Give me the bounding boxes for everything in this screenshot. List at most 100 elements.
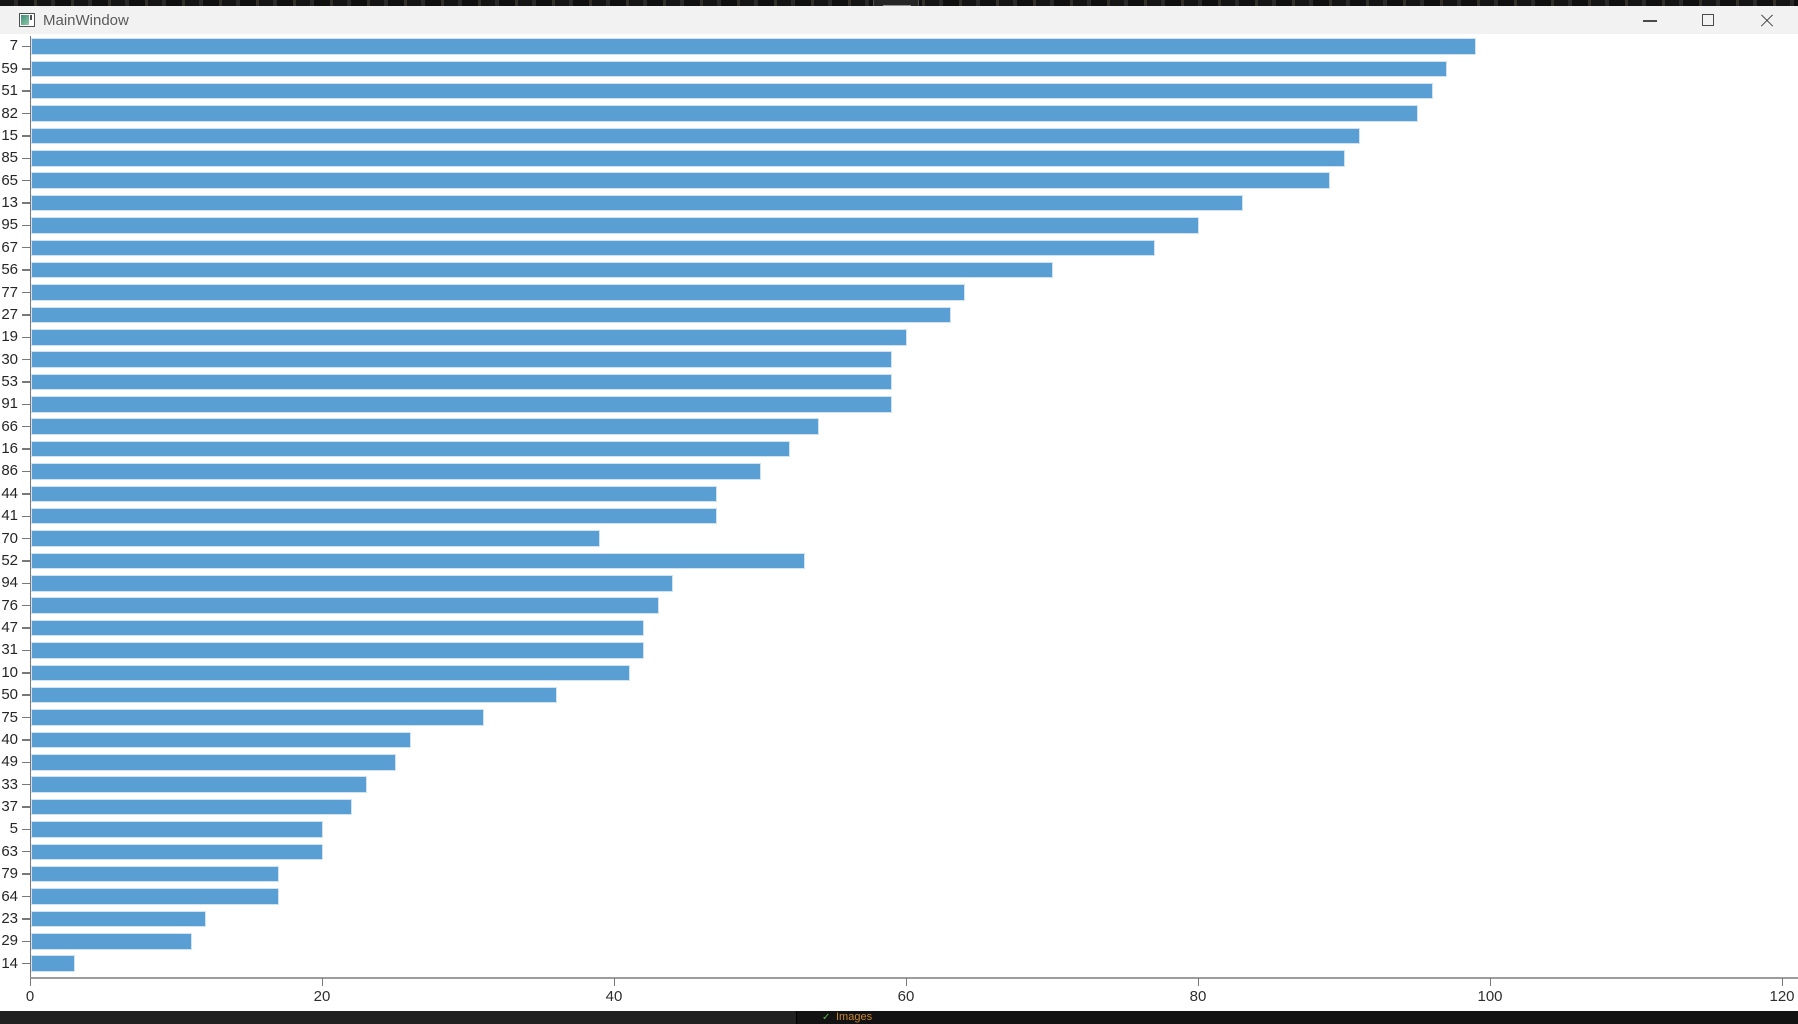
bar-85 xyxy=(31,150,1345,167)
y-tick-label: 31 xyxy=(1,641,18,659)
y-tick-mark xyxy=(22,515,30,517)
window-title: MainWindow xyxy=(43,12,129,29)
y-tick-mark xyxy=(22,873,30,875)
y-tick-mark xyxy=(22,470,30,473)
bar-47 xyxy=(31,619,645,637)
y-tick-mark xyxy=(22,314,30,316)
maximize-button[interactable] xyxy=(1685,6,1731,34)
bar-19 xyxy=(31,329,907,346)
bar-66 xyxy=(31,418,820,435)
maximize-icon xyxy=(1702,14,1714,26)
bar-37 xyxy=(31,798,353,816)
bar-41 xyxy=(31,507,718,525)
y-tick-mark xyxy=(22,694,30,696)
y-tick-label: 95 xyxy=(1,216,18,234)
y-axis-line xyxy=(30,36,32,978)
y-tick-mark xyxy=(22,247,30,249)
y-tick-mark xyxy=(22,224,30,227)
y-tick-mark xyxy=(22,851,30,853)
y-tick-label: 79 xyxy=(1,865,18,883)
y-tick-mark xyxy=(22,269,30,271)
y-tick-label: 77 xyxy=(1,283,18,301)
bar-29 xyxy=(31,933,192,950)
y-tick-label: 91 xyxy=(1,395,18,413)
y-tick-mark xyxy=(22,493,30,495)
bar-27 xyxy=(31,306,951,324)
y-tick-mark xyxy=(22,962,30,965)
taskbar-segment xyxy=(0,1011,797,1024)
bar-5 xyxy=(31,821,323,838)
window-titlebar[interactable]: MainWindow xyxy=(0,6,1798,34)
y-tick-mark xyxy=(22,627,30,629)
y-tick-mark xyxy=(22,448,30,450)
close-button[interactable] xyxy=(1744,6,1790,34)
y-tick-label: 40 xyxy=(1,730,18,748)
bar-7 xyxy=(31,38,1477,55)
bar-59 xyxy=(31,60,1448,78)
y-tick-mark xyxy=(22,426,30,428)
x-tick-mark xyxy=(30,978,32,986)
y-tick-label: 33 xyxy=(1,775,18,793)
bar-15 xyxy=(31,127,1360,145)
bar-52 xyxy=(31,552,805,570)
y-tick-label: 63 xyxy=(1,842,18,860)
y-tick-label: 14 xyxy=(1,954,18,972)
y-tick-mark xyxy=(22,537,30,540)
bar-10 xyxy=(31,664,630,682)
y-tick-label: 86 xyxy=(1,462,18,480)
minimize-button[interactable] xyxy=(1627,6,1673,34)
x-tick-label: 100 xyxy=(1477,988,1503,1005)
y-tick-mark xyxy=(22,202,30,204)
x-tick-label: 20 xyxy=(313,988,331,1005)
x-tick-mark xyxy=(614,978,616,986)
y-tick-label: 52 xyxy=(1,551,18,569)
bar-75 xyxy=(31,709,484,726)
minimize-icon xyxy=(1643,20,1657,22)
y-tick-mark xyxy=(22,135,30,137)
x-tick-mark xyxy=(1198,978,1200,986)
y-tick-label: 27 xyxy=(1,305,18,323)
y-tick-mark xyxy=(22,381,30,383)
y-tick-mark xyxy=(22,291,30,294)
y-tick-label: 53 xyxy=(1,373,18,390)
bar-86 xyxy=(31,463,761,480)
y-tick-label: 85 xyxy=(1,149,18,167)
bar-65 xyxy=(31,172,1331,189)
bar-64 xyxy=(31,888,280,905)
bar-76 xyxy=(31,597,659,614)
x-tick-label: 40 xyxy=(605,988,623,1005)
y-tick-label: 50 xyxy=(1,686,18,704)
y-tick-label: 66 xyxy=(1,417,18,435)
bar-14 xyxy=(31,955,75,972)
y-tick-label: 13 xyxy=(1,194,18,212)
y-tick-mark xyxy=(22,806,30,808)
bar-67 xyxy=(31,239,1156,257)
bar-94 xyxy=(31,575,674,592)
y-tick-mark xyxy=(22,582,30,585)
taskbar-strip[interactable]: ✓ Images xyxy=(0,1011,1798,1024)
x-tick-label: 0 xyxy=(25,988,35,1005)
bar-91 xyxy=(31,396,893,413)
bar-23 xyxy=(31,910,207,928)
y-tick-mark xyxy=(22,179,30,182)
y-tick-mark xyxy=(22,336,30,338)
y-tick-label: 5 xyxy=(9,820,18,838)
y-tick-label: 51 xyxy=(1,82,18,100)
y-tick-mark xyxy=(22,672,30,674)
y-tick-label: 23 xyxy=(1,909,18,927)
y-tick-mark xyxy=(22,649,30,652)
y-tick-mark xyxy=(22,112,30,115)
y-tick-label: 94 xyxy=(1,574,18,592)
bar-56 xyxy=(31,261,1053,279)
y-tick-mark xyxy=(22,918,30,920)
y-tick-mark xyxy=(22,157,30,159)
y-tick-label: 16 xyxy=(1,440,18,458)
y-tick-mark xyxy=(22,761,30,763)
bar-51 xyxy=(31,82,1433,100)
y-tick-label: 41 xyxy=(1,507,18,525)
y-tick-label: 75 xyxy=(1,708,18,726)
y-tick-mark xyxy=(22,605,30,607)
x-tick-mark xyxy=(906,978,908,986)
y-tick-label: 82 xyxy=(1,104,18,122)
